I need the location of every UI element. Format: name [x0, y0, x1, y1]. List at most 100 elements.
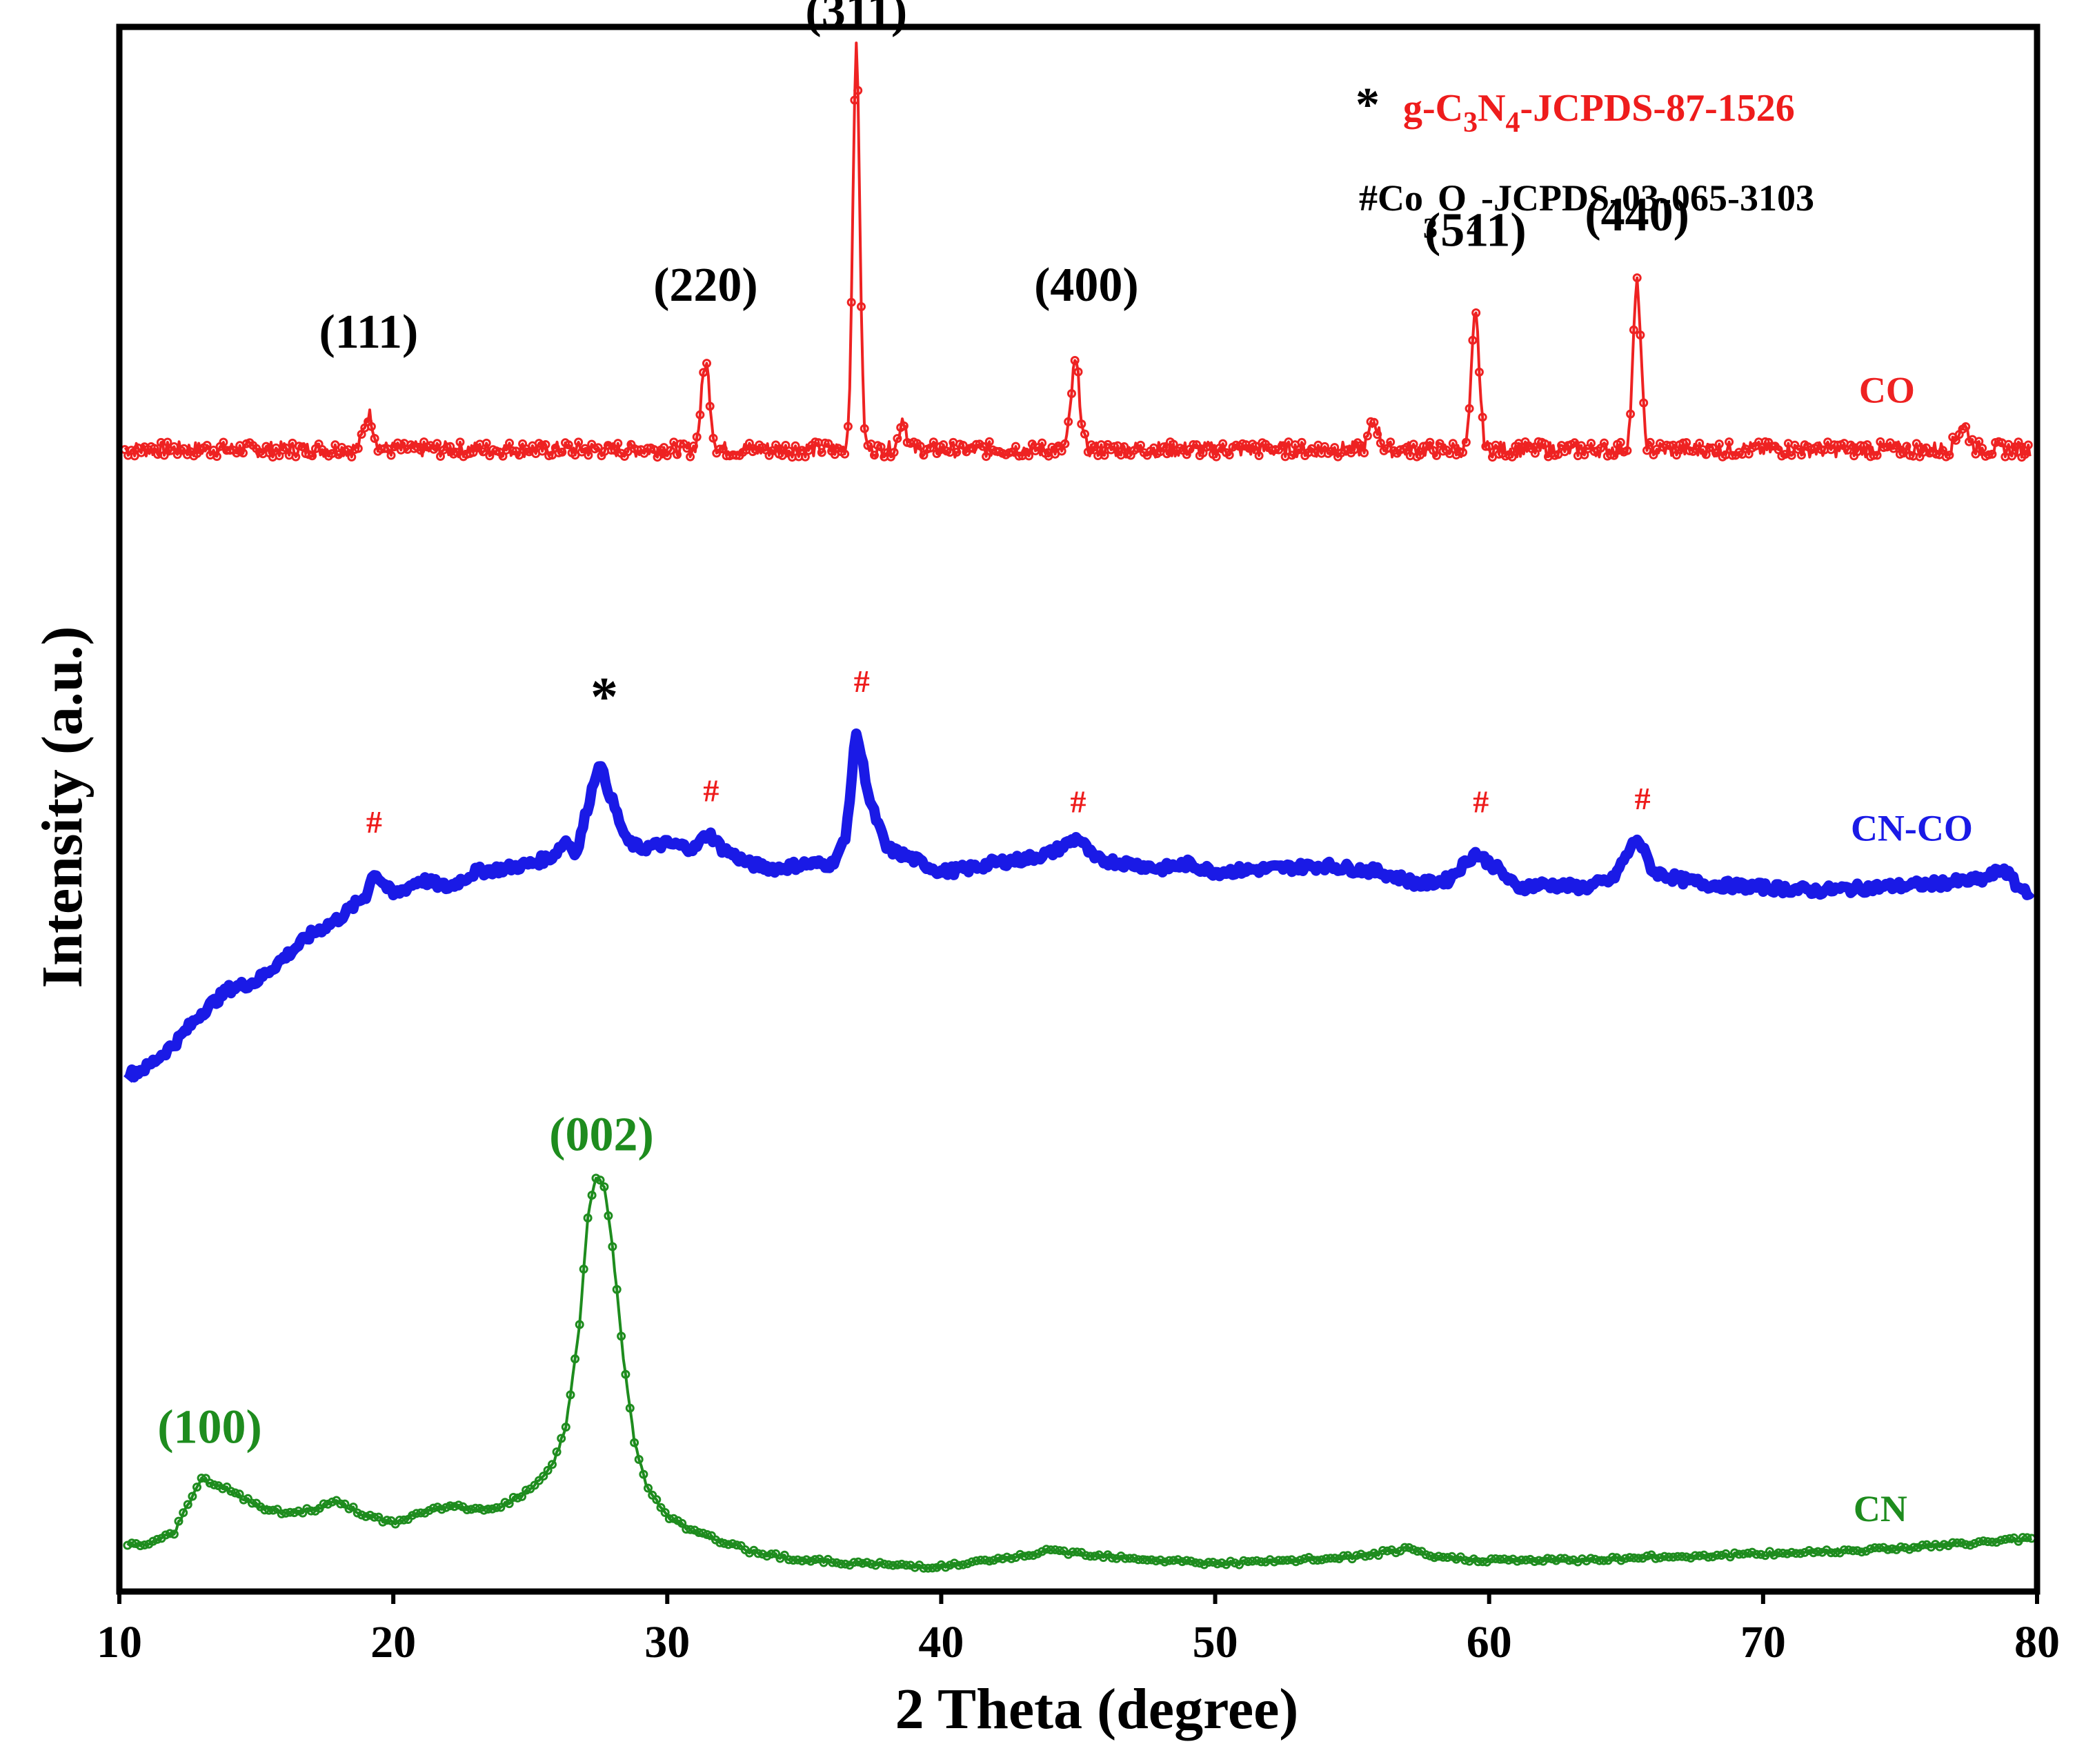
- data-point: [1295, 1556, 1305, 1565]
- data-point: [450, 1502, 459, 1512]
- data-point: [724, 1540, 733, 1549]
- data-point: [334, 450, 344, 459]
- data-point: [1160, 1557, 1169, 1567]
- data-point: [1317, 1555, 1327, 1565]
- data-point: [268, 1505, 278, 1515]
- data-point: [1155, 1555, 1165, 1565]
- data-point: [1011, 442, 1020, 451]
- peak-label: (220): [653, 259, 758, 312]
- data-point: [140, 1540, 150, 1549]
- series-label-cn: CN: [1854, 1488, 1907, 1529]
- data-point: [857, 302, 866, 311]
- data-point: [570, 450, 580, 460]
- data-point: [1378, 1546, 1388, 1555]
- data-point: [1409, 1545, 1418, 1554]
- data-point: [1217, 1558, 1227, 1567]
- data-point: [1248, 1556, 1258, 1566]
- data-point: [1081, 1551, 1091, 1560]
- data-point: [1442, 1553, 1452, 1563]
- data-point: [702, 359, 711, 368]
- data-point: [1195, 1558, 1204, 1568]
- data-point: [1530, 448, 1540, 458]
- data-point: [1609, 450, 1619, 460]
- data-point: [1848, 1546, 1858, 1556]
- data-point: [583, 1213, 593, 1222]
- data-point: [1125, 1554, 1135, 1563]
- data-point: [1339, 1551, 1349, 1560]
- data-point: [1857, 1547, 1867, 1557]
- data-point: [718, 444, 728, 454]
- data-point: [1701, 450, 1711, 459]
- data-point: [395, 1516, 404, 1525]
- data-point: [840, 1559, 850, 1569]
- data-point: [1326, 1554, 1336, 1563]
- data-point: [1616, 1556, 1626, 1565]
- data-point: [1620, 1554, 1630, 1563]
- data-point: [219, 437, 228, 447]
- data-point: [1070, 356, 1080, 365]
- data-point: [932, 449, 942, 458]
- data-point: [1756, 1549, 1766, 1559]
- data-point: [370, 434, 379, 443]
- data-point: [1120, 442, 1129, 451]
- data-point: [1278, 441, 1287, 450]
- data-point: [1169, 1556, 1178, 1565]
- data-point: [952, 448, 962, 457]
- data-point: [1853, 1546, 1862, 1556]
- peak-label: (002): [549, 1108, 654, 1161]
- data-point: [1239, 1556, 1249, 1565]
- legend-co3o4: #Co3O4-JCPDS-03-065-3103: [1359, 177, 1814, 245]
- peak-label: (511): [1424, 204, 1527, 257]
- data-point: [446, 442, 455, 451]
- data-point: [1708, 1552, 1718, 1562]
- series-cn: [123, 1173, 2036, 1573]
- data-point: [260, 1505, 270, 1515]
- data-point: [1725, 437, 1734, 447]
- data-point: [980, 1555, 990, 1565]
- data-point: [1645, 437, 1655, 447]
- data-point: [1629, 1553, 1639, 1563]
- data-point: [479, 1505, 488, 1515]
- data-point: [1887, 1544, 1897, 1554]
- peak-label: #: [1473, 784, 1489, 820]
- data-point: [1892, 441, 1902, 450]
- data-point: [1695, 1551, 1705, 1560]
- data-point: [1730, 1548, 1740, 1558]
- data-point: [1487, 1554, 1496, 1564]
- data-point: [950, 1558, 959, 1568]
- data-point: [633, 445, 642, 455]
- data-point: [1530, 1557, 1540, 1566]
- data-point: [1987, 1537, 1997, 1547]
- data-point: [1186, 1556, 1196, 1566]
- data-point: [1634, 1554, 1643, 1563]
- data-point: [1322, 1554, 1331, 1563]
- data-point: [484, 1505, 493, 1514]
- data-point: [613, 439, 623, 448]
- data-point: [130, 451, 139, 461]
- data-point: [1438, 1552, 1448, 1562]
- data-point: [357, 1510, 366, 1520]
- data-point: [492, 1503, 502, 1512]
- data-point: [1956, 1538, 1966, 1547]
- data-point: [1826, 1548, 1836, 1558]
- data-point: [1349, 445, 1359, 455]
- data-point: [762, 1552, 772, 1561]
- data-point: [1738, 1549, 1748, 1559]
- data-point: [1952, 1538, 1962, 1547]
- data-point: [766, 1549, 776, 1559]
- data-point: [328, 1497, 337, 1507]
- data-point: [906, 1560, 915, 1570]
- data-point: [1068, 1547, 1078, 1557]
- data-point: [593, 443, 603, 453]
- data-point: [2023, 440, 2033, 450]
- data-point: [1948, 1538, 1958, 1547]
- data-point: [174, 1516, 183, 1526]
- data-point: [1006, 1554, 1016, 1563]
- data-point: [1587, 439, 1596, 448]
- data-point: [1243, 1557, 1253, 1567]
- data-point: [1699, 1550, 1709, 1560]
- x-tick-label: 60: [1467, 1617, 1512, 1667]
- data-point: [1900, 1543, 1910, 1552]
- data-point: [500, 1498, 510, 1507]
- data-point: [370, 1512, 379, 1522]
